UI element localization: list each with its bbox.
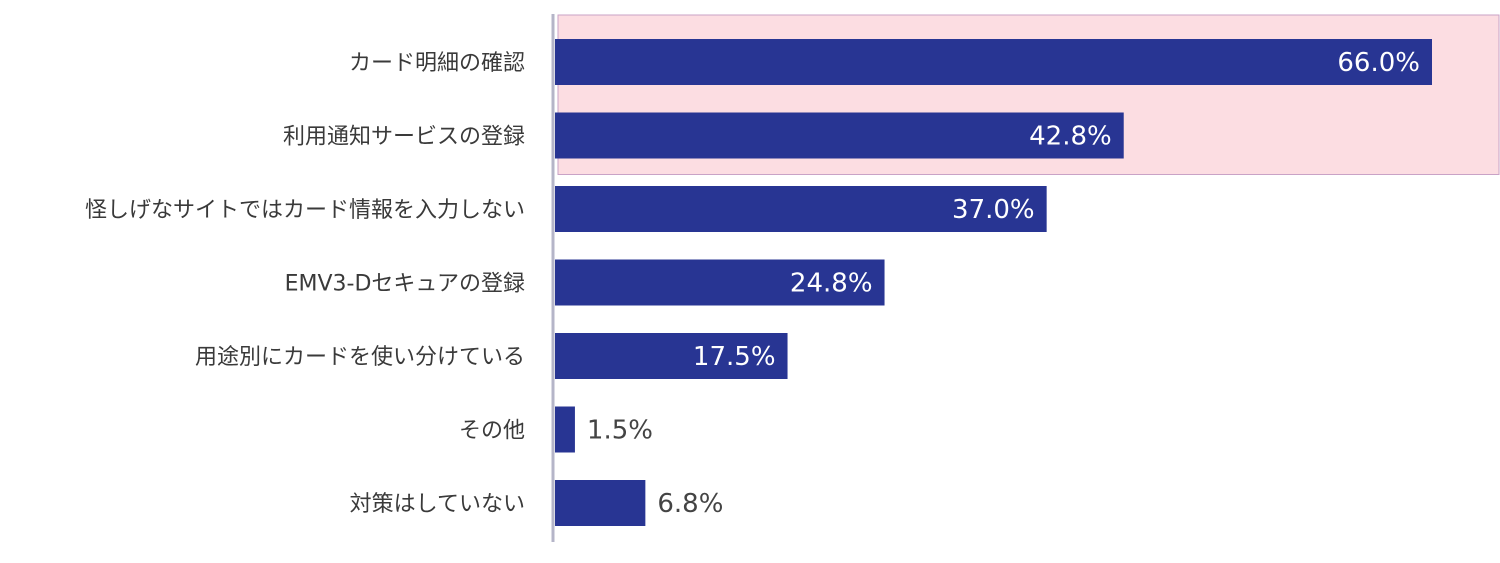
bar-7 — [555, 480, 646, 526]
value-label-7: 6.8% — [657, 489, 723, 519]
bar-5 — [555, 333, 788, 379]
category-label-6: その他 — [459, 419, 525, 444]
value-label-3: 37.0% — [952, 195, 1035, 225]
category-label-2: 利用通知サービスの登録 — [283, 125, 525, 150]
category-label-3: 怪しげなサイトではカード情報を入力しない — [85, 198, 525, 223]
value-label-5: 17.5% — [693, 342, 776, 372]
category-label-1: カード明細の確認 — [349, 51, 525, 76]
bar-6 — [555, 406, 575, 453]
category-label-7: 対策はしていない — [350, 492, 525, 517]
value-label-1: 66.0% — [1337, 48, 1420, 78]
value-label-4: 24.8% — [790, 269, 873, 299]
bar-1 — [555, 39, 1432, 85]
category-label-5: 用途別にカードを使い分けている — [195, 345, 525, 370]
bar-2 — [555, 112, 1124, 159]
bar-4 — [555, 259, 885, 306]
value-label-2: 42.8% — [1029, 122, 1112, 152]
value-label-6: 1.5% — [587, 416, 653, 446]
bar-3 — [555, 186, 1047, 232]
category-label-4: EMV3-Dセキュアの登録 — [285, 272, 525, 297]
